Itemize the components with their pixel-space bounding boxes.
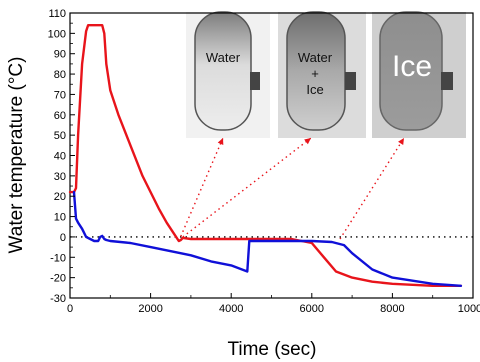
y-tick-label: 100 [48, 28, 66, 40]
series-line-0 [68, 24, 463, 287]
annotation-arrow-1 [182, 137, 312, 238]
y-tick-label: -30 [50, 293, 66, 305]
photo-mix-label-2: + [311, 66, 319, 81]
series-line-1 [72, 190, 463, 287]
y-tick-label: 70 [54, 89, 66, 101]
y-tick-label: 90 [54, 49, 66, 61]
y-tick-label: 50 [54, 130, 66, 142]
y-axis-title: Water temperature (°C) [6, 57, 27, 254]
annotation-arrowhead-0 [217, 138, 224, 145]
y-tick-label: 80 [54, 69, 66, 81]
photo-mix-label-1: Water [298, 50, 333, 65]
x-tick-label: 4000 [219, 303, 243, 315]
x-tick-label: 0 [67, 303, 73, 315]
y-tick-label: 40 [54, 151, 66, 163]
x-axis-title: Time (sec) [227, 339, 316, 360]
y-tick-label: 60 [54, 110, 66, 122]
y-tick-label: -20 [50, 273, 66, 285]
annotation-arrow-0 [178, 137, 224, 242]
x-tick-label: 6000 [300, 303, 324, 315]
x-tick-label: 2000 [138, 303, 162, 315]
photo-water: Water [186, 11, 270, 138]
annotation-arrow-2 [339, 137, 405, 240]
x-tick-label: 10000 [458, 303, 480, 315]
photo-ice: Ice [372, 11, 466, 138]
photo-mix-label-3: Ice [306, 82, 323, 97]
annotation-arrowhead-1 [304, 138, 311, 145]
x-tick-label: 8000 [380, 303, 404, 315]
y-tick-label: 20 [54, 191, 66, 203]
photo-water-ice: Water + Ice [278, 11, 366, 138]
y-tick-label: -10 [50, 252, 66, 264]
y-tick-label: 110 [48, 8, 66, 20]
photo-water-label: Water [206, 50, 241, 65]
annotation-arrowhead-2 [398, 138, 404, 145]
y-tick-label: 0 [60, 232, 66, 244]
y-tick-label: 10 [54, 212, 66, 224]
photo-ice-label: Ice [392, 50, 432, 83]
y-tick-label: 30 [54, 171, 66, 183]
